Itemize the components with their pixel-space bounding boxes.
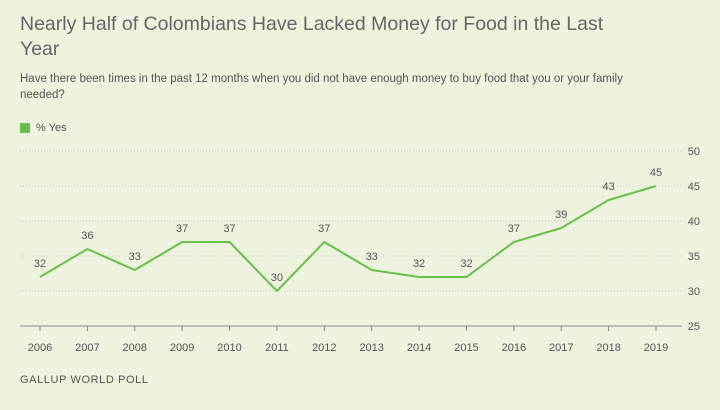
data-label-2009: 37 <box>176 223 188 235</box>
y-tick-label-35: 35 <box>688 251 700 263</box>
gridlines <box>20 150 682 292</box>
x-tick-label-2015: 2015 <box>454 342 478 354</box>
x-tick-label-2006: 2006 <box>28 342 52 354</box>
x-tick-label-2013: 2013 <box>359 342 383 354</box>
data-label-2011: 30 <box>271 272 283 284</box>
x-tick-label-2019: 2019 <box>644 342 668 354</box>
y-tick-label-45: 45 <box>688 181 700 193</box>
data-label-2013: 33 <box>366 251 378 263</box>
y-tick-label-40: 40 <box>688 216 700 228</box>
x-axis: 2006 2007 2008 2009 2010 2011 2012 2013 2014 2015… <box>20 325 682 354</box>
data-label-2015: 32 <box>460 258 472 270</box>
x-tick-label-2008: 2008 <box>123 342 147 354</box>
x-tick-label-2010: 2010 <box>217 342 241 354</box>
data-label-2016: 37 <box>508 223 520 235</box>
y-tick-label-50: 50 <box>688 146 700 158</box>
data-label-2010: 37 <box>223 223 235 235</box>
legend: % Yes <box>20 122 67 134</box>
x-tick-label-2014: 2014 <box>407 342 431 354</box>
x-tick-label-2009: 2009 <box>170 342 194 354</box>
source-note: GALLUP WORLD POLL <box>20 374 149 386</box>
x-tick-label-2018: 2018 <box>596 342 620 354</box>
data-label-2014: 32 <box>413 258 425 270</box>
data-label-2006: 32 <box>34 258 46 270</box>
data-label-2017: 39 <box>555 209 567 221</box>
data-label-2012: 37 <box>318 223 330 235</box>
data-label-2019: 45 <box>650 167 662 179</box>
y-tick-label-30: 30 <box>688 286 700 298</box>
series-group <box>39 185 657 292</box>
x-tick-label-2012: 2012 <box>312 342 336 354</box>
x-tick-label-2017: 2017 <box>549 342 573 354</box>
legend-label: % Yes <box>36 122 67 134</box>
data-labels: 32 36 33 37 37 30 37 33 32 32 37 39 43 45 <box>34 167 662 284</box>
legend-swatch <box>20 123 30 133</box>
data-label-2008: 33 <box>129 251 141 263</box>
x-tick-label-2011: 2011 <box>265 342 289 354</box>
y-axis: 25 30 35 40 45 50 <box>688 146 700 333</box>
chart-title: Nearly Half of Colombians Have Lacked Mo… <box>20 13 604 60</box>
data-label-2007: 36 <box>81 230 93 242</box>
x-tick-label-2007: 2007 <box>75 342 99 354</box>
data-label-2018: 43 <box>602 181 614 193</box>
y-tick-label-25: 25 <box>688 321 700 333</box>
chart-subtitle: Have there been times in the past 12 mon… <box>20 73 623 101</box>
x-tick-label-2016: 2016 <box>502 342 526 354</box>
series-line-yes <box>39 185 657 292</box>
